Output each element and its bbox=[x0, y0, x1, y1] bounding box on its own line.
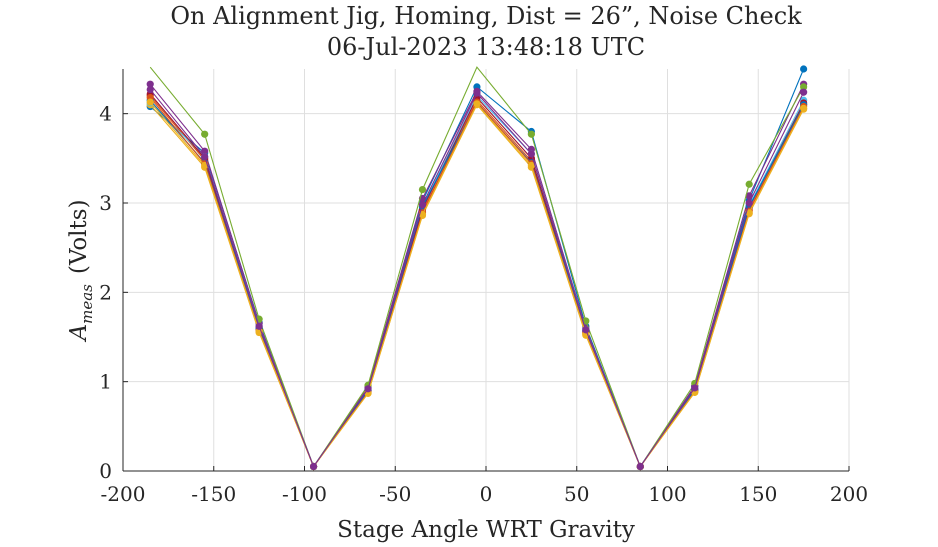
data-point bbox=[527, 161, 535, 170]
chart-title-line-1: On Alignment Jig, Homing, Dist = 26”, No… bbox=[170, 2, 802, 30]
x-tick-label: 0 bbox=[480, 482, 493, 506]
x-tick-label: -150 bbox=[191, 482, 236, 506]
data-point bbox=[800, 83, 808, 91]
y-axis-label-units: (Volts) bbox=[66, 199, 92, 274]
chart-title-line-2: 06-Jul-2023 13:48:18 UTC bbox=[327, 33, 645, 61]
grid-lines bbox=[122, 69, 850, 472]
series-line bbox=[149, 66, 805, 468]
data-point bbox=[201, 147, 209, 155]
x-tick-label: 50 bbox=[564, 482, 589, 506]
x-tick-label: -50 bbox=[379, 482, 411, 506]
x-tick-label: -200 bbox=[101, 482, 146, 506]
series-line bbox=[149, 101, 805, 468]
svg-text:Ameas(Volts): Ameas (Volts) bbox=[66, 199, 96, 342]
y-axis-label: Ameas (Volts) bbox=[66, 199, 96, 342]
data-point bbox=[473, 100, 481, 108]
data-point bbox=[473, 89, 481, 97]
data-point bbox=[745, 180, 753, 188]
x-axis-label: Stage Angle WRT Gravity bbox=[337, 517, 635, 543]
series-line bbox=[149, 89, 805, 468]
data-point bbox=[146, 80, 154, 88]
data-point bbox=[800, 88, 808, 96]
y-axis-label-main: A bbox=[66, 324, 92, 343]
y-tick-label: 3 bbox=[99, 191, 112, 215]
data-point bbox=[418, 201, 427, 209]
axes bbox=[122, 69, 850, 472]
data-point bbox=[309, 462, 318, 471]
series-line bbox=[149, 83, 805, 468]
data-point bbox=[800, 65, 808, 73]
data-point bbox=[582, 326, 590, 334]
series-line bbox=[149, 68, 805, 468]
series-line bbox=[149, 103, 805, 468]
series-5 bbox=[149, 66, 808, 471]
data-point bbox=[636, 462, 644, 471]
data-point bbox=[745, 199, 753, 207]
y-tick-label: 0 bbox=[99, 459, 112, 483]
series-1 bbox=[146, 65, 808, 471]
data-point bbox=[255, 322, 263, 330]
y-tick-label: 2 bbox=[99, 280, 112, 304]
x-tick-label: 150 bbox=[739, 482, 777, 506]
tick-labels: -200 -150 -100 -50 0 50 100 150 200 0 1 2 3 4 bbox=[99, 102, 868, 506]
y-tick-label: 1 bbox=[99, 370, 112, 394]
data-point bbox=[418, 211, 427, 219]
series-11 bbox=[146, 85, 808, 471]
x-tick-label: -100 bbox=[282, 482, 327, 506]
data-point bbox=[527, 150, 535, 158]
data-point bbox=[691, 384, 699, 392]
data-point bbox=[201, 130, 209, 138]
plot-series bbox=[146, 65, 808, 471]
data-point bbox=[146, 85, 154, 94]
data-point bbox=[745, 192, 753, 200]
x-tick-label: 200 bbox=[830, 482, 868, 506]
data-point bbox=[418, 186, 427, 194]
data-point bbox=[364, 385, 372, 393]
y-tick-label: 4 bbox=[99, 102, 112, 126]
data-point bbox=[146, 98, 154, 106]
data-point bbox=[800, 104, 808, 112]
x-tick-label: 100 bbox=[648, 482, 686, 506]
data-point bbox=[201, 152, 209, 161]
data-point bbox=[527, 130, 535, 138]
y-axis-label-sub: meas bbox=[78, 284, 96, 324]
